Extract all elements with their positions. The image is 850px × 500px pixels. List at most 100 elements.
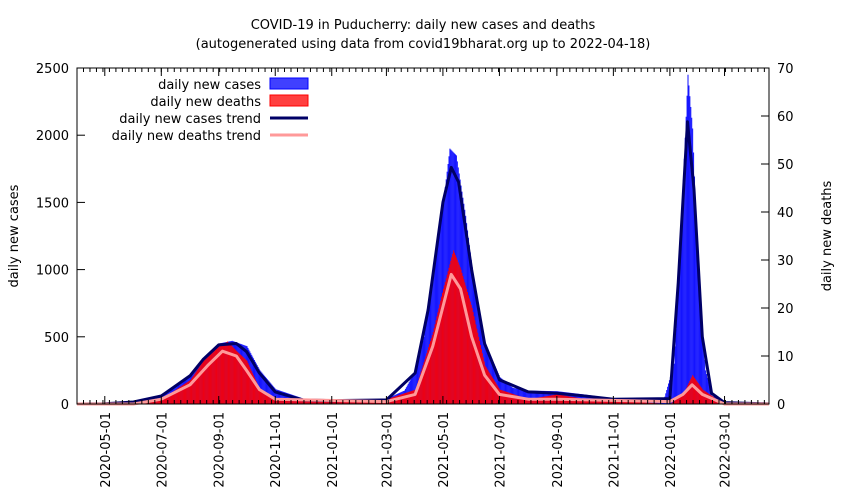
bar: [671, 370, 673, 404]
bar: [218, 346, 220, 404]
bar: [533, 390, 535, 404]
bar: [295, 399, 297, 404]
bar: [222, 344, 224, 404]
bar: [676, 399, 678, 404]
y2-tick-label: 60: [777, 110, 794, 125]
bar: [268, 381, 270, 404]
bar: [701, 388, 703, 404]
bar: [666, 390, 668, 404]
x-tick-label: 2020-07-01: [155, 412, 170, 488]
bar: [538, 390, 540, 404]
bar: [680, 395, 683, 404]
bar: [617, 401, 619, 404]
bar: [533, 398, 535, 404]
bar: [261, 372, 263, 404]
bar: [706, 377, 708, 404]
bar: [469, 301, 471, 404]
bar: [610, 400, 612, 404]
bar: [215, 349, 217, 404]
bar: [307, 399, 309, 404]
bar: [266, 394, 268, 404]
bar: [278, 390, 280, 404]
bar: [258, 387, 260, 404]
bar: [426, 353, 428, 404]
bar: [683, 158, 685, 404]
bar: [489, 373, 491, 404]
bar: [208, 355, 210, 404]
bar: [418, 377, 420, 404]
legend-label: daily new deaths trend: [112, 129, 261, 144]
bar: [464, 282, 466, 404]
bar: [471, 308, 473, 404]
bar: [700, 317, 702, 404]
bar: [410, 391, 412, 404]
bar: [701, 328, 703, 404]
bar: [255, 381, 257, 404]
x-tick-label: 2021-07-01: [493, 412, 508, 488]
bar: [613, 400, 615, 404]
bar: [472, 312, 474, 404]
bar: [271, 396, 273, 404]
bar: [519, 396, 521, 404]
bar: [156, 400, 158, 404]
bar: [674, 400, 676, 404]
bar: [621, 401, 623, 404]
bar: [673, 363, 675, 404]
bar: [276, 399, 278, 404]
bar: [216, 348, 218, 404]
bar: [278, 390, 280, 404]
bar: [411, 390, 413, 404]
bar: [432, 332, 434, 404]
bar: [609, 400, 611, 404]
bar: [234, 349, 236, 404]
y2-tick-label: 10: [777, 350, 794, 365]
bar: [213, 351, 215, 404]
bar: [416, 366, 418, 404]
bar: [592, 399, 594, 404]
bar: [414, 389, 416, 404]
bar: [189, 380, 191, 404]
bar: [421, 368, 423, 404]
bar: [703, 349, 705, 404]
x-tick-label: 2021-05-01: [437, 412, 452, 488]
bar: [424, 359, 426, 404]
bar: [600, 400, 602, 404]
bar: [623, 401, 625, 404]
bar: [628, 401, 630, 404]
y2-tick-label: 40: [777, 206, 794, 221]
bar: [595, 399, 597, 404]
bar: [592, 399, 595, 404]
bar: [288, 399, 290, 404]
bar: [697, 272, 699, 404]
bar: [582, 398, 584, 404]
bar: [152, 400, 154, 404]
bar: [233, 348, 235, 404]
bar: [431, 335, 433, 404]
bar: [270, 383, 272, 404]
bar: [699, 385, 701, 404]
bar: [238, 352, 240, 404]
bar: [263, 391, 265, 404]
bar: [260, 390, 262, 404]
bar: [707, 393, 709, 404]
bar: [172, 391, 174, 404]
bar: [697, 383, 699, 404]
bar: [198, 367, 200, 404]
bar: [635, 402, 637, 404]
bar: [259, 389, 261, 404]
bar: [482, 357, 484, 404]
bar: [184, 383, 186, 404]
bar: [187, 381, 189, 404]
bar: [707, 381, 709, 404]
bar: [448, 267, 450, 404]
bar: [504, 391, 506, 404]
bar: [468, 298, 470, 404]
bar: [583, 399, 585, 404]
y-tick-label: 1000: [36, 264, 69, 279]
bar: [479, 340, 481, 404]
bar: [527, 390, 529, 404]
bar: [417, 380, 419, 404]
bar: [200, 364, 202, 404]
legend: daily new cases daily new deaths daily new…: [112, 77, 309, 144]
